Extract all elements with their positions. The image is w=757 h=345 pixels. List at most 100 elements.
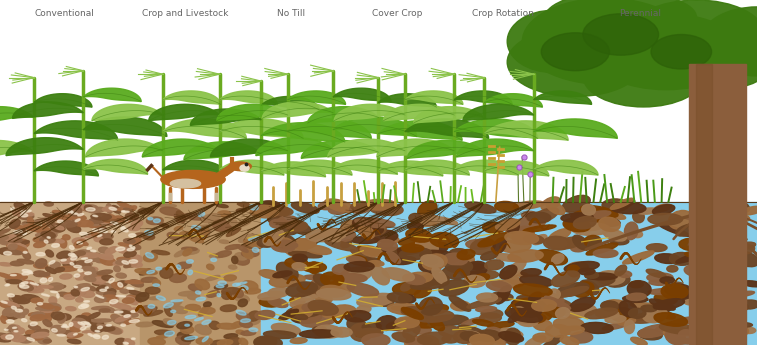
Ellipse shape	[89, 271, 98, 278]
Ellipse shape	[402, 245, 424, 252]
Ellipse shape	[195, 291, 201, 294]
Ellipse shape	[118, 283, 123, 287]
Ellipse shape	[583, 45, 704, 107]
Ellipse shape	[31, 298, 43, 303]
Ellipse shape	[459, 255, 475, 272]
Ellipse shape	[23, 337, 43, 340]
Ellipse shape	[470, 263, 484, 269]
Ellipse shape	[41, 231, 55, 238]
Polygon shape	[405, 119, 489, 138]
Ellipse shape	[480, 313, 501, 322]
Ellipse shape	[152, 250, 170, 255]
Ellipse shape	[708, 279, 720, 292]
Ellipse shape	[156, 296, 165, 300]
Ellipse shape	[291, 222, 311, 234]
Ellipse shape	[513, 234, 538, 242]
Ellipse shape	[516, 314, 538, 326]
Polygon shape	[220, 160, 284, 175]
Ellipse shape	[11, 208, 14, 210]
Ellipse shape	[217, 294, 220, 297]
Ellipse shape	[58, 216, 69, 222]
Ellipse shape	[499, 332, 524, 342]
Ellipse shape	[29, 298, 42, 302]
Ellipse shape	[80, 253, 100, 258]
Ellipse shape	[297, 283, 322, 294]
Ellipse shape	[17, 244, 26, 249]
Ellipse shape	[718, 312, 738, 318]
Ellipse shape	[260, 204, 289, 218]
Polygon shape	[333, 88, 391, 101]
Ellipse shape	[413, 314, 434, 321]
Polygon shape	[454, 119, 537, 138]
Ellipse shape	[235, 220, 251, 227]
Ellipse shape	[88, 313, 100, 319]
Ellipse shape	[325, 199, 355, 213]
Ellipse shape	[552, 237, 584, 249]
Ellipse shape	[222, 288, 239, 294]
Ellipse shape	[70, 246, 74, 249]
Ellipse shape	[292, 305, 313, 317]
Ellipse shape	[419, 259, 441, 274]
Ellipse shape	[37, 303, 42, 305]
Ellipse shape	[124, 264, 131, 268]
Ellipse shape	[322, 307, 340, 318]
Ellipse shape	[12, 313, 25, 318]
Ellipse shape	[332, 273, 367, 283]
Ellipse shape	[118, 248, 130, 253]
Ellipse shape	[512, 312, 552, 323]
Ellipse shape	[382, 268, 414, 281]
Ellipse shape	[70, 256, 77, 260]
Ellipse shape	[39, 228, 48, 231]
Ellipse shape	[81, 304, 89, 307]
Ellipse shape	[649, 307, 671, 317]
Ellipse shape	[107, 288, 116, 293]
Point	[524, 171, 536, 177]
Polygon shape	[6, 138, 83, 156]
Ellipse shape	[210, 254, 223, 258]
Ellipse shape	[80, 261, 92, 266]
Ellipse shape	[14, 211, 24, 215]
Ellipse shape	[70, 220, 79, 227]
Ellipse shape	[5, 285, 8, 286]
Ellipse shape	[321, 272, 344, 286]
Ellipse shape	[93, 273, 107, 278]
Ellipse shape	[454, 333, 466, 340]
Ellipse shape	[728, 279, 747, 289]
Ellipse shape	[94, 237, 103, 242]
Ellipse shape	[23, 252, 30, 259]
Ellipse shape	[355, 218, 395, 228]
Ellipse shape	[73, 265, 82, 268]
Ellipse shape	[372, 296, 394, 306]
Ellipse shape	[33, 242, 45, 247]
Ellipse shape	[77, 205, 88, 210]
Polygon shape	[407, 140, 484, 158]
Ellipse shape	[523, 235, 544, 244]
Ellipse shape	[98, 247, 110, 253]
Ellipse shape	[291, 202, 319, 214]
Ellipse shape	[238, 234, 254, 243]
Ellipse shape	[665, 329, 685, 345]
Ellipse shape	[136, 293, 149, 302]
Ellipse shape	[72, 322, 84, 328]
Ellipse shape	[330, 305, 357, 318]
Ellipse shape	[727, 199, 749, 213]
Ellipse shape	[407, 223, 423, 230]
Ellipse shape	[182, 335, 195, 342]
Ellipse shape	[6, 250, 22, 255]
Polygon shape	[454, 91, 512, 105]
Ellipse shape	[276, 207, 293, 215]
Ellipse shape	[109, 278, 114, 283]
Ellipse shape	[102, 275, 114, 280]
Ellipse shape	[685, 213, 715, 220]
Ellipse shape	[232, 321, 247, 327]
Ellipse shape	[215, 227, 229, 231]
Ellipse shape	[321, 230, 341, 241]
Ellipse shape	[308, 262, 319, 274]
Ellipse shape	[465, 202, 496, 213]
Ellipse shape	[320, 285, 346, 297]
Polygon shape	[148, 104, 220, 121]
Ellipse shape	[61, 216, 72, 222]
Ellipse shape	[91, 233, 100, 237]
Ellipse shape	[117, 202, 129, 207]
Ellipse shape	[135, 268, 157, 275]
